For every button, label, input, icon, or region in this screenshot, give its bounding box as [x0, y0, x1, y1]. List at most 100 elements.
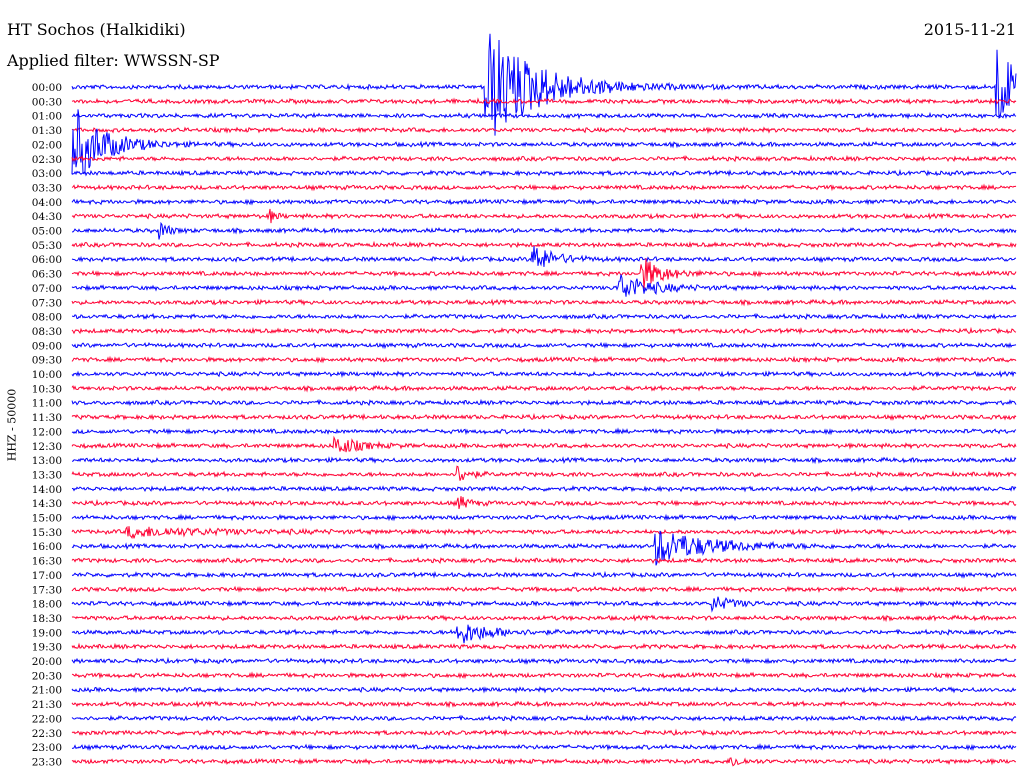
trace-line	[71, 525, 1017, 540]
row-time-label: 23:30	[32, 756, 62, 768]
trace-line	[71, 183, 1017, 192]
row-time-label: 19:30	[32, 642, 62, 654]
row-time-label: 08:00	[32, 312, 62, 324]
trace-line	[71, 456, 1017, 465]
row-time-label: 15:30	[32, 527, 62, 539]
row-time-label: 03:00	[32, 168, 62, 180]
trace-line	[71, 642, 1017, 651]
trace-line	[71, 728, 1017, 737]
trace-line	[71, 465, 1017, 481]
filter-label: Applied filter: WWSSN-SP	[7, 51, 220, 70]
row-time-label: 07:00	[32, 283, 62, 295]
trace-line	[71, 496, 1017, 510]
row-time-label: 22:30	[32, 728, 62, 740]
row-time-label: 21:00	[32, 685, 62, 697]
trace-line	[71, 154, 1017, 163]
row-time-label: 10:00	[32, 369, 62, 381]
row-time-label: 03:30	[32, 182, 62, 194]
row-time-label: 02:00	[32, 139, 62, 151]
trace-line	[71, 298, 1017, 307]
row-time-label: 05:30	[32, 240, 62, 252]
row-time-label: 17:30	[32, 584, 62, 596]
row-time-label: 04:30	[32, 211, 62, 223]
trace-line	[71, 743, 1017, 751]
trace-line	[71, 484, 1017, 493]
trace-line	[71, 700, 1017, 709]
row-time-label: 08:30	[32, 326, 62, 338]
trace-line	[71, 427, 1017, 436]
station-title: HT Sochos (Halkidiki)	[7, 20, 186, 39]
trace-line	[71, 208, 1017, 224]
trace-line	[72, 221, 1017, 240]
row-time-label: 14:30	[32, 498, 62, 510]
trace-line	[71, 33, 1017, 136]
trace-line	[71, 585, 1017, 594]
row-time-label: 12:00	[32, 426, 62, 438]
row-time-label: 21:30	[32, 699, 62, 711]
trace-line	[71, 435, 1017, 453]
row-time-label: 22:00	[32, 713, 62, 725]
trace-line	[71, 656, 1017, 665]
trace-line	[71, 341, 1017, 350]
row-time-label: 01:00	[32, 111, 62, 123]
row-time-label: 13:00	[32, 455, 62, 467]
trace-line	[71, 556, 1017, 565]
trace-line	[71, 513, 1017, 522]
row-time-label: 00:00	[32, 82, 62, 94]
trace-line	[71, 398, 1017, 407]
trace-line	[71, 685, 1017, 694]
trace-line	[71, 97, 1017, 106]
trace-line	[71, 326, 1017, 335]
row-time-label: 17:00	[32, 570, 62, 582]
trace-line	[71, 384, 1017, 393]
row-time-label: 00:30	[32, 96, 62, 108]
row-time-label: 04:00	[32, 197, 62, 209]
trace-line	[71, 258, 1017, 289]
row-time-label: 16:30	[32, 556, 62, 568]
trace-line	[71, 240, 1017, 249]
row-time-label: 10:30	[32, 383, 62, 395]
row-time-label: 16:00	[32, 541, 62, 553]
row-time-label: 12:30	[32, 441, 62, 453]
row-time-label: 20:30	[32, 670, 62, 682]
row-time-label: 06:00	[32, 254, 62, 266]
trace-line	[71, 168, 1017, 177]
row-time-label: 09:30	[32, 355, 62, 367]
row-time-label: 01:30	[32, 125, 62, 137]
trace-line	[71, 370, 1017, 378]
row-time-label: 18:30	[32, 613, 62, 625]
trace-line	[71, 274, 1017, 297]
row-time-label: 15:00	[32, 513, 62, 525]
trace-line	[71, 757, 1016, 767]
date-label: 2015-11-21	[923, 20, 1016, 39]
trace-line	[71, 126, 1017, 135]
trace-line	[71, 412, 1017, 421]
row-time-label: 11:30	[32, 412, 62, 424]
trace-line	[71, 246, 1017, 267]
trace-line	[71, 197, 1017, 206]
trace-line	[71, 596, 1017, 613]
trace-line	[71, 614, 1017, 623]
row-time-label: 13:30	[32, 469, 62, 481]
row-time-label: 05:00	[32, 226, 62, 238]
row-time-label: 19:00	[32, 627, 62, 639]
trace-line	[71, 714, 1017, 722]
trace-line	[71, 530, 1017, 566]
row-time-label: 07:30	[32, 297, 62, 309]
trace-line	[71, 312, 1017, 321]
row-time-label: 14:00	[32, 484, 62, 496]
row-time-label: 20:00	[32, 656, 62, 668]
row-time-label: 11:00	[32, 398, 62, 410]
trace-line	[71, 111, 1017, 120]
row-time-label: 02:30	[32, 154, 62, 166]
row-time-label: 09:00	[32, 340, 62, 352]
trace-line	[71, 624, 1017, 644]
trace-line	[71, 109, 1017, 175]
row-time-label: 18:00	[32, 599, 62, 611]
trace-line	[71, 355, 1017, 364]
trace-line	[71, 570, 1017, 579]
trace-line	[71, 671, 1017, 680]
row-time-label: 23:00	[32, 742, 62, 754]
row-time-label: 06:30	[32, 269, 62, 281]
